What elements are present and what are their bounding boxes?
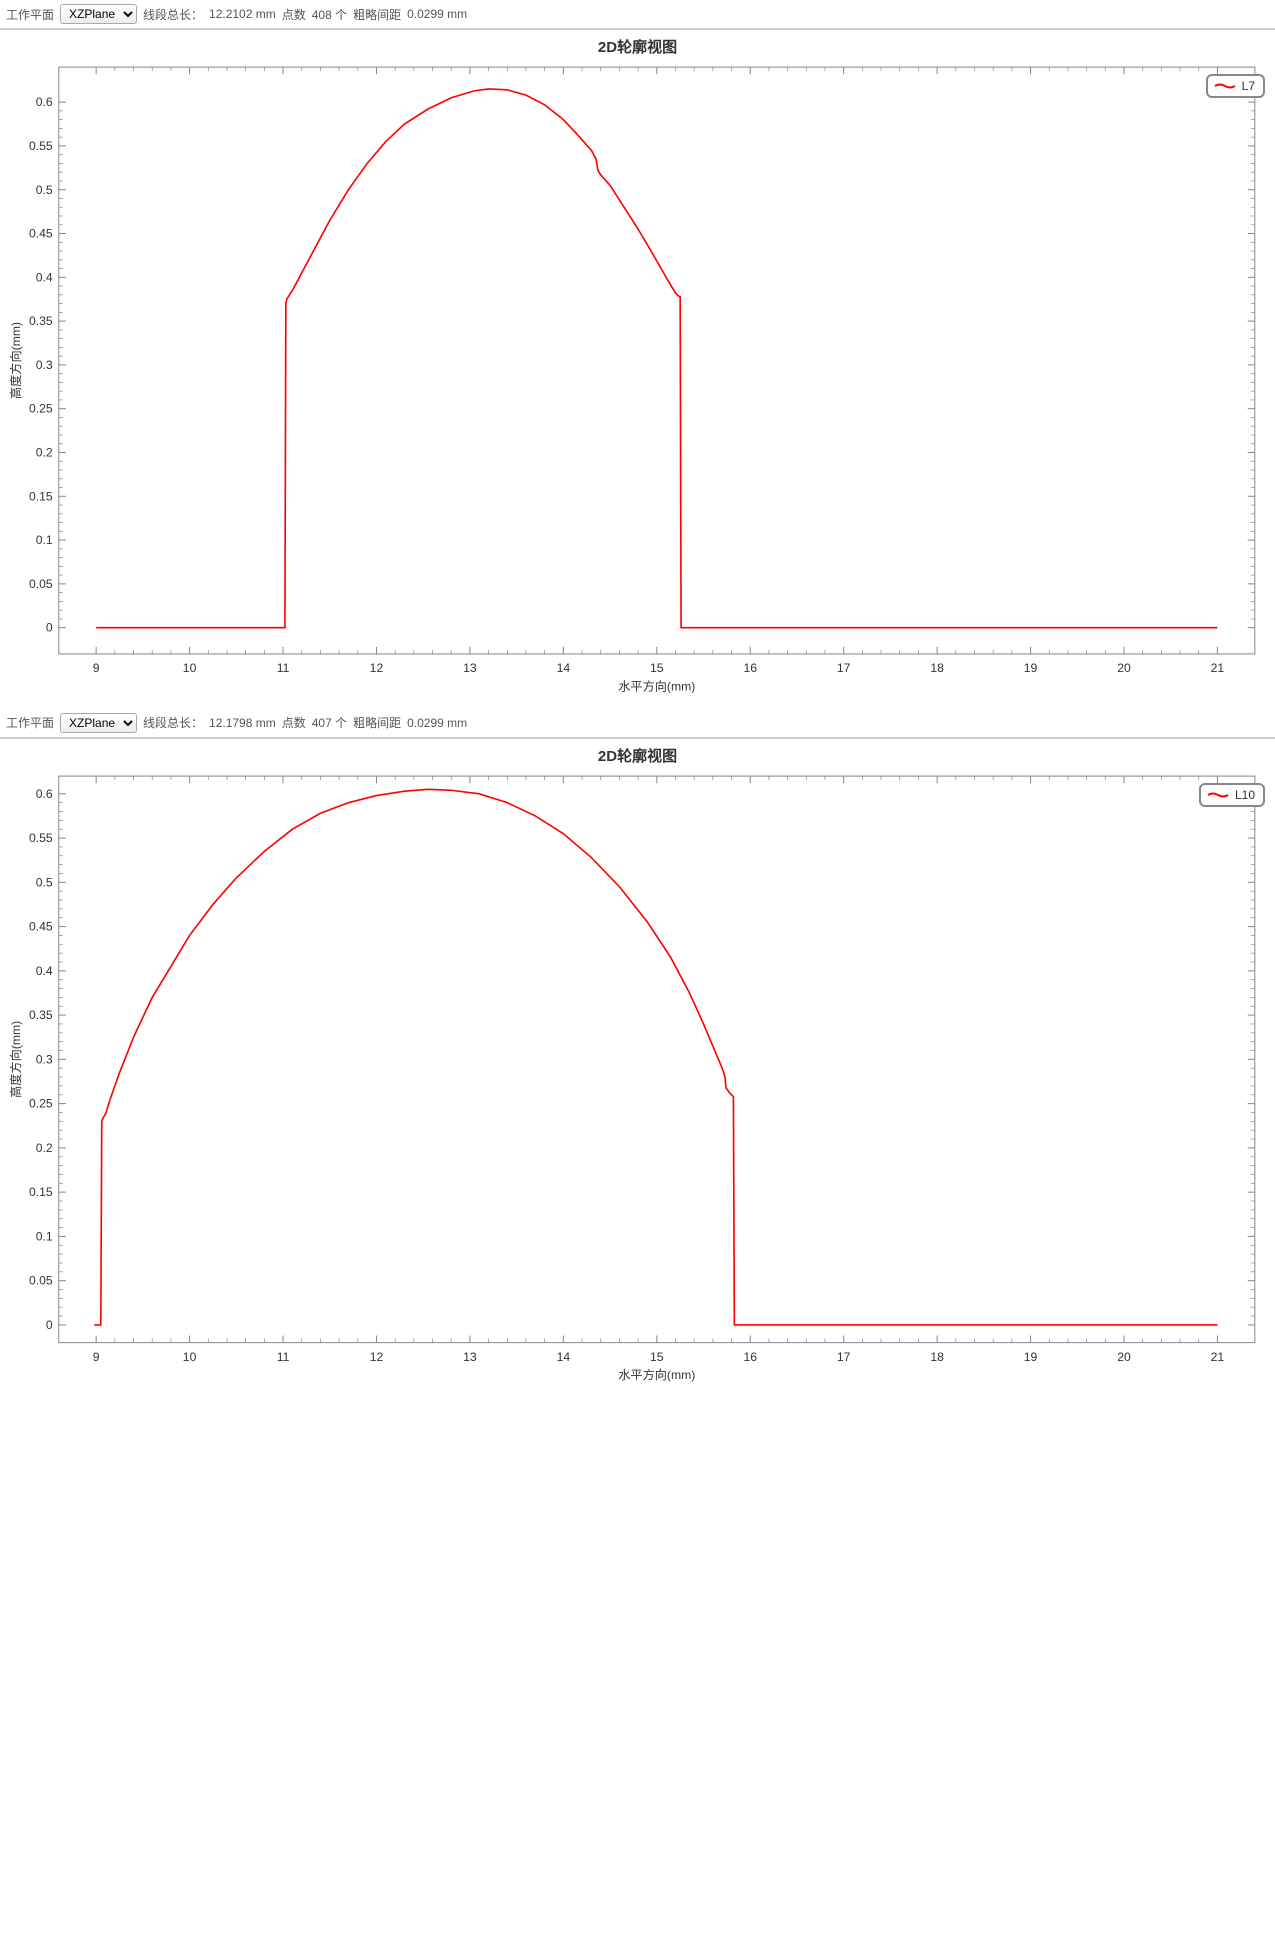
panel-2: 工作平面 XZPlane 线段总长： 12.1798 mm 点数 407 个 粗… bbox=[0, 709, 1275, 1397]
seglen-label: 线段总长： bbox=[143, 6, 203, 23]
profile-chart-2[interactable]: 9 10 11 12 13 14 15 16 17 18 19 20 21 0 0.05 0.1 0.15 0.2… bbox=[8, 770, 1267, 1389]
points-label: 点数 bbox=[282, 714, 306, 731]
plane-select-2[interactable]: XZPlane bbox=[60, 713, 137, 733]
svg-text:12: 12 bbox=[370, 1350, 384, 1364]
points-value: 408 个 bbox=[312, 6, 347, 23]
svg-text:0.5: 0.5 bbox=[36, 183, 53, 197]
svg-text:17: 17 bbox=[837, 661, 851, 675]
svg-text:0.05: 0.05 bbox=[29, 577, 53, 591]
svg-text:0.15: 0.15 bbox=[29, 1185, 53, 1199]
workplane-label: 工作平面 bbox=[6, 714, 54, 731]
svg-text:0: 0 bbox=[46, 1318, 53, 1332]
svg-text:10: 10 bbox=[183, 661, 197, 675]
toolbar-2: 工作平面 XZPlane 线段总长： 12.1798 mm 点数 407 个 粗… bbox=[0, 709, 1275, 738]
points-value: 407 个 bbox=[312, 714, 347, 731]
spacing-value: 0.0299 mm bbox=[407, 716, 467, 730]
svg-text:0.25: 0.25 bbox=[29, 402, 53, 416]
legend-swatch-icon bbox=[1207, 790, 1229, 800]
svg-text:水平方向(mm): 水平方向(mm) bbox=[618, 1367, 695, 1382]
svg-text:0.1: 0.1 bbox=[36, 533, 53, 547]
svg-text:0.35: 0.35 bbox=[29, 314, 53, 328]
chart-wrap-2: 2D轮廓视图 L10 9 10 11 12 13 14 15 16 17 18 19 20 21 0 0.0… bbox=[0, 739, 1275, 1397]
svg-text:0.6: 0.6 bbox=[36, 786, 53, 800]
svg-text:0.2: 0.2 bbox=[36, 446, 53, 460]
svg-text:0.3: 0.3 bbox=[36, 358, 53, 372]
svg-text:16: 16 bbox=[743, 1350, 757, 1364]
profile-chart-1[interactable]: 9 10 11 12 13 14 15 16 17 18 19 20 21 0 0.05 0.1 0.15 0.2… bbox=[8, 61, 1267, 701]
svg-text:0.35: 0.35 bbox=[29, 1008, 53, 1022]
svg-text:高度方向(mm): 高度方向(mm) bbox=[8, 322, 23, 399]
svg-text:0.2: 0.2 bbox=[36, 1141, 53, 1155]
svg-text:20: 20 bbox=[1117, 1350, 1131, 1364]
svg-text:21: 21 bbox=[1211, 1350, 1225, 1364]
svg-text:14: 14 bbox=[557, 661, 571, 675]
svg-text:13: 13 bbox=[463, 1350, 477, 1364]
svg-text:15: 15 bbox=[650, 661, 664, 675]
spacing-label: 粗略间距 bbox=[353, 6, 401, 23]
legend-label-2: L10 bbox=[1235, 788, 1255, 802]
svg-text:20: 20 bbox=[1117, 661, 1131, 675]
chart-title-1: 2D轮廓视图 bbox=[8, 34, 1267, 61]
chart-title-2: 2D轮廓视图 bbox=[8, 743, 1267, 770]
panel-1: 工作平面 XZPlane 线段总长： 12.2102 mm 点数 408 个 粗… bbox=[0, 0, 1275, 709]
svg-text:0.4: 0.4 bbox=[36, 270, 53, 284]
legend-2: L10 bbox=[1199, 783, 1265, 807]
svg-text:0.6: 0.6 bbox=[36, 95, 53, 109]
plane-select-1[interactable]: XZPlane bbox=[60, 4, 137, 24]
svg-text:10: 10 bbox=[183, 1350, 197, 1364]
svg-text:19: 19 bbox=[1024, 661, 1038, 675]
svg-text:21: 21 bbox=[1211, 661, 1225, 675]
spacing-value: 0.0299 mm bbox=[407, 7, 467, 21]
seglen-label: 线段总长： bbox=[143, 714, 203, 731]
svg-text:0.55: 0.55 bbox=[29, 831, 53, 845]
svg-text:12: 12 bbox=[370, 661, 384, 675]
legend-swatch-icon bbox=[1214, 81, 1236, 91]
svg-text:13: 13 bbox=[463, 661, 477, 675]
svg-text:19: 19 bbox=[1024, 1350, 1038, 1364]
svg-text:16: 16 bbox=[743, 661, 757, 675]
svg-text:高度方向(mm): 高度方向(mm) bbox=[8, 1020, 23, 1097]
svg-text:18: 18 bbox=[930, 661, 944, 675]
svg-text:11: 11 bbox=[277, 1350, 290, 1364]
seglen-value: 12.1798 mm bbox=[209, 716, 276, 730]
svg-text:0.15: 0.15 bbox=[29, 489, 53, 503]
svg-text:11: 11 bbox=[277, 661, 290, 675]
svg-text:水平方向(mm): 水平方向(mm) bbox=[618, 678, 695, 693]
svg-text:0.55: 0.55 bbox=[29, 139, 53, 153]
svg-text:0.05: 0.05 bbox=[29, 1273, 53, 1287]
points-label: 点数 bbox=[282, 6, 306, 23]
svg-text:18: 18 bbox=[930, 1350, 944, 1364]
svg-text:0.1: 0.1 bbox=[36, 1229, 53, 1243]
chart-wrap-1: 2D轮廓视图 L7 9 10 11 12 13 14 15 16 17 18 19 20 21 0 0.05… bbox=[0, 30, 1275, 709]
svg-text:0.3: 0.3 bbox=[36, 1052, 53, 1066]
svg-text:14: 14 bbox=[557, 1350, 571, 1364]
workplane-label: 工作平面 bbox=[6, 6, 54, 23]
svg-text:15: 15 bbox=[650, 1350, 664, 1364]
svg-text:0.45: 0.45 bbox=[29, 227, 53, 241]
toolbar-1: 工作平面 XZPlane 线段总长： 12.2102 mm 点数 408 个 粗… bbox=[0, 0, 1275, 29]
seglen-value: 12.2102 mm bbox=[209, 7, 276, 21]
svg-text:0.5: 0.5 bbox=[36, 875, 53, 889]
svg-text:0.25: 0.25 bbox=[29, 1096, 53, 1110]
svg-text:17: 17 bbox=[837, 1350, 851, 1364]
svg-text:0.4: 0.4 bbox=[36, 964, 53, 978]
svg-text:0: 0 bbox=[46, 621, 53, 635]
legend-1: L7 bbox=[1206, 74, 1265, 98]
legend-label-1: L7 bbox=[1242, 79, 1255, 93]
svg-text:9: 9 bbox=[93, 661, 100, 675]
svg-text:0.45: 0.45 bbox=[29, 919, 53, 933]
svg-text:9: 9 bbox=[93, 1350, 100, 1364]
spacing-label: 粗略间距 bbox=[353, 714, 401, 731]
